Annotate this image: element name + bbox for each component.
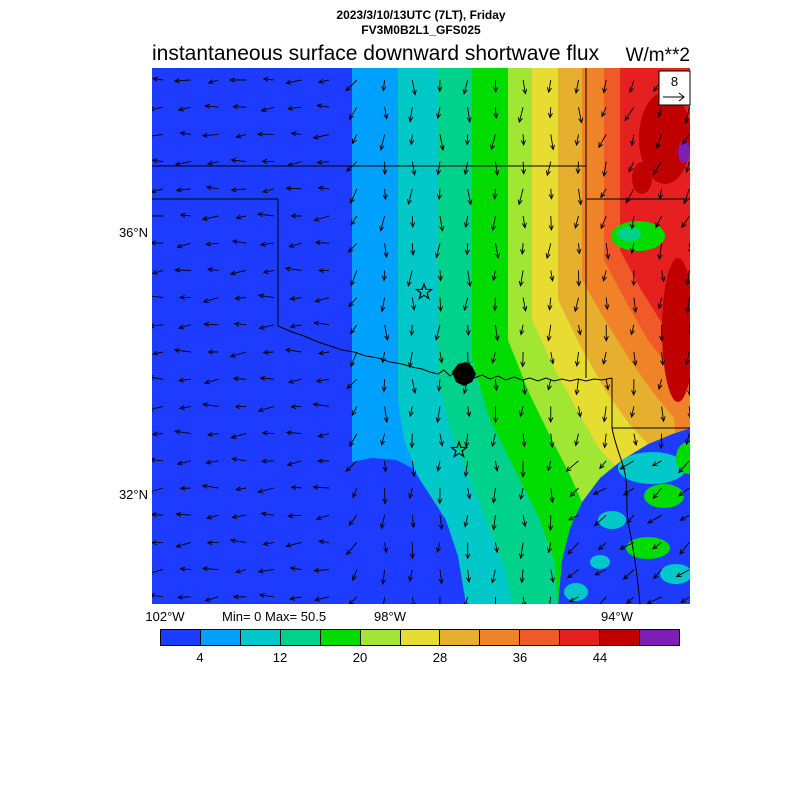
lon-label-102w: 102°W bbox=[145, 609, 185, 624]
colorbar-segment bbox=[399, 630, 440, 645]
colorbar-segment bbox=[239, 630, 280, 645]
colorbar-tick: 36 bbox=[512, 650, 528, 665]
reference-vector-value: 8 bbox=[671, 74, 678, 89]
star-marker bbox=[449, 440, 469, 458]
min-max-label: Min= 0 Max= 50.5 bbox=[222, 609, 327, 624]
river-meander-blob bbox=[452, 362, 476, 386]
star-marker bbox=[414, 282, 434, 300]
lat-label-36n: 36°N bbox=[118, 225, 148, 240]
colorbar-segment bbox=[279, 630, 320, 645]
reference-vector-box: 8 bbox=[658, 70, 691, 106]
low-flux-patch bbox=[590, 555, 610, 569]
low-flux-patch bbox=[598, 511, 626, 529]
colorbar-segment bbox=[599, 630, 640, 645]
low-flux-patch bbox=[644, 484, 684, 508]
colorbar-tick: 44 bbox=[592, 650, 608, 665]
header-datetime: 2023/3/10/13UTC (7LT), Friday bbox=[336, 8, 506, 22]
low-flux-patch bbox=[626, 537, 670, 559]
colorbar-segment bbox=[161, 630, 200, 645]
colorbar-segment bbox=[439, 630, 480, 645]
colorbar-segment bbox=[559, 630, 600, 645]
colorbar-segment bbox=[319, 630, 360, 645]
reference-vector-arrow bbox=[663, 92, 685, 102]
low-flux-patch bbox=[564, 583, 588, 601]
colorbar-tick: 4 bbox=[196, 650, 204, 665]
colorbar-segment bbox=[519, 630, 560, 645]
colorbar-segment bbox=[199, 630, 240, 645]
lon-label-98w: 98°W bbox=[374, 609, 406, 624]
colorbar-tick: 20 bbox=[352, 650, 368, 665]
low-flux-patch bbox=[676, 442, 690, 474]
wind-arrows-layer bbox=[152, 76, 690, 604]
low-flux-patch bbox=[618, 452, 686, 484]
colorbar-segment bbox=[359, 630, 400, 645]
colorbar-segment bbox=[639, 630, 679, 645]
low-flux-patch bbox=[660, 564, 690, 584]
colorbar-segment bbox=[479, 630, 520, 645]
colorbar-tick: 28 bbox=[432, 650, 448, 665]
lon-label-94w: 94°W bbox=[601, 609, 633, 624]
page-title: instantaneous surface downward shortwave… bbox=[152, 42, 600, 65]
colorbar-tick: 12 bbox=[272, 650, 288, 665]
colorbar bbox=[160, 629, 680, 646]
map-layers bbox=[152, 68, 690, 604]
units-label: W/m**2 bbox=[625, 45, 690, 66]
header-model: FV3M0B2L1_GFS025 bbox=[361, 23, 481, 37]
lat-label-32n: 32°N bbox=[118, 487, 148, 502]
reference-vector-frame bbox=[658, 70, 691, 106]
